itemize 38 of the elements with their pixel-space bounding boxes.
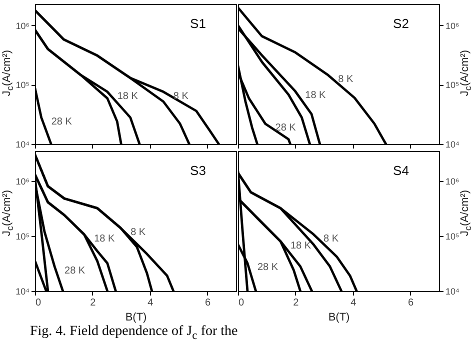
x-tick-label: 6	[408, 298, 414, 308]
y-tick-label: 10⁶	[16, 176, 30, 186]
y2-tick-label: 10⁶	[446, 176, 460, 186]
y-tick-label: 10⁶	[16, 20, 30, 31]
series-label: 18 K	[117, 90, 138, 102]
text: S4	[393, 163, 409, 178]
text: S3	[190, 163, 206, 178]
text: S2	[393, 16, 409, 31]
x-tick-label: 6	[205, 298, 212, 308]
x-tick-label: 0	[238, 298, 244, 308]
x-tick-label: 4	[148, 298, 154, 308]
x-tick-label: 2	[293, 298, 300, 308]
y2-tick-label: 10⁵	[446, 231, 460, 242]
y-tick-label: 10⁴	[16, 140, 30, 150]
series-label: 18 K	[290, 240, 312, 252]
series-label: 28 K	[275, 122, 296, 134]
y2-tick-label: 10⁴	[446, 140, 460, 150]
series-label: 28 K	[64, 265, 86, 276]
series-label: 8 K	[338, 74, 354, 86]
y2-tick-label: 10⁶	[446, 20, 460, 31]
y-tick-label: 10⁵	[16, 80, 30, 90]
series-label: 18 K	[94, 233, 116, 244]
x-tick-label: 0	[36, 298, 42, 308]
series-label: 28 K	[51, 116, 72, 128]
caption: Fig. 4. Field dependence of J$_{c}$ for the	[30, 324, 238, 342]
text: S1	[190, 16, 206, 31]
x-axis-title: B(T)	[125, 312, 147, 324]
y-tick-label: 10⁵	[16, 231, 30, 242]
series-label: 8 K	[324, 233, 339, 244]
series-label: 8 K	[130, 226, 146, 238]
series-label: 28 K	[257, 262, 278, 274]
y2-tick-label: 10⁵	[446, 80, 460, 90]
x-tick-label: 2	[90, 298, 96, 308]
series-label: 18 K	[305, 90, 326, 102]
y-tick-label: 10⁴	[16, 286, 30, 296]
y2-tick-label: 10⁴	[446, 286, 460, 296]
x-axis-title: B(T)	[328, 312, 350, 324]
x-tick-label: 4	[350, 298, 357, 308]
